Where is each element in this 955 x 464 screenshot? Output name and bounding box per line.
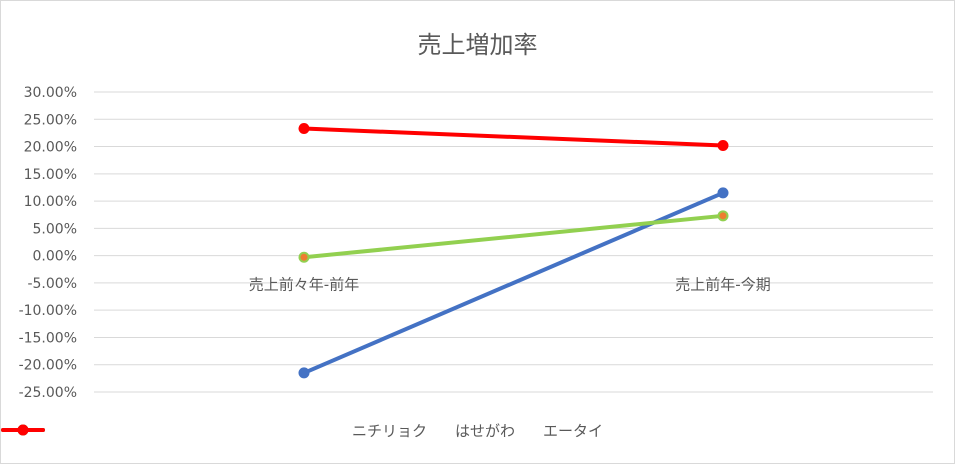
legend-label: ニチリョク: [351, 422, 427, 440]
series-marker-3: [717, 139, 729, 151]
y-tick-label: -25.00%: [19, 385, 77, 401]
y-tick-label: 0.00%: [33, 249, 77, 265]
legend-label: エータイ: [543, 422, 604, 440]
y-tick-label: -5.00%: [27, 276, 77, 292]
legend-item: エータイ: [1, 420, 604, 441]
legend-label: はせがわ: [454, 422, 515, 440]
series-line-3: [302, 126, 725, 148]
legend-item: はせがわ: [1, 420, 515, 441]
y-tick-label: -15.00%: [19, 330, 77, 346]
y-tick-label: -10.00%: [19, 303, 77, 319]
legend-swatch: [1, 424, 45, 436]
series-line-2: [302, 213, 725, 260]
y-tick-label: 30.00%: [24, 85, 77, 101]
series-marker-3: [298, 123, 310, 135]
series-marker-1: [717, 187, 729, 199]
y-tick-label: -20.00%: [19, 358, 77, 374]
chart-title: 売上増加率: [417, 31, 538, 59]
y-tick-label: 15.00%: [24, 167, 77, 183]
series-marker-1: [298, 367, 310, 379]
y-tick-label: 5.00%: [33, 221, 77, 237]
legend-item: ニチリョク: [1, 420, 427, 441]
series-marker-2: [717, 210, 729, 222]
y-tick-label: 25.00%: [24, 112, 77, 128]
legend: ニチリョク はせがわ エータイ: [1, 420, 954, 441]
y-tick-label: 10.00%: [24, 194, 77, 210]
series-marker-2: [298, 251, 310, 263]
x-category-label: 売上前々年-前年: [249, 276, 359, 294]
x-category-label: 売上前年-今期: [675, 276, 770, 294]
y-tick-label: 20.00%: [24, 140, 77, 156]
